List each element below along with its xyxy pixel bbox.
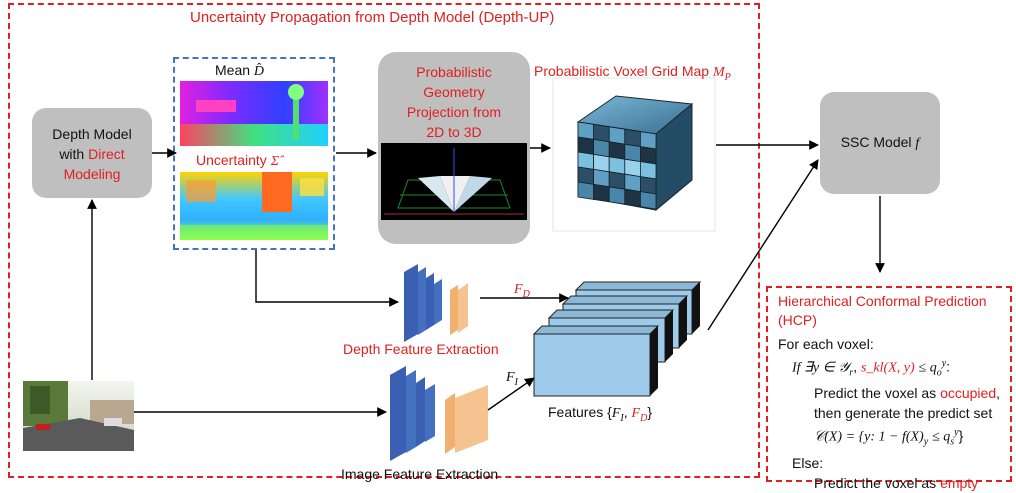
voxel-cell	[640, 131, 657, 150]
hcp-line-if: If ∃y ∈ 𝒴r, s_kl(X, y) ≤ qoy:	[792, 358, 951, 379]
feature-stack	[532, 281, 702, 397]
voxel-cell	[593, 183, 610, 203]
mean-depth-image	[180, 81, 328, 146]
depth-feature-label: Depth Feature Extraction	[343, 341, 499, 357]
voxel-cell	[608, 126, 626, 145]
voxel-cell	[608, 156, 626, 175]
depth-model-label: Depth Model with Direct Modeling	[52, 126, 132, 182]
fd-label: FD	[514, 282, 530, 300]
hcp-line-empty: Predict the voxel as empty	[814, 474, 979, 491]
voxel-cell	[593, 123, 610, 143]
voxel-cell	[624, 158, 641, 178]
voxel-cell	[608, 186, 626, 205]
voxel-cell	[608, 171, 626, 190]
voxel-cell	[640, 146, 657, 165]
hcp-line-then: then generate the predict set	[814, 405, 993, 422]
ssc-model-label: SSC Model f	[840, 134, 920, 151]
voxel-cell	[577, 181, 594, 200]
depth-feature-net	[404, 264, 468, 342]
voxel-map-label: Probabilistic Voxel Grid Map MP	[534, 63, 731, 83]
voxel-cell	[624, 188, 641, 208]
hcp-line-else: Else:	[792, 454, 824, 471]
voxel-cell	[577, 166, 594, 185]
hcp-line-for-each: For each voxel:	[778, 336, 874, 352]
voxel-cell	[624, 173, 641, 193]
voxel-cell	[608, 141, 626, 160]
hcp-line-set: 𝒞(X) = {y: 1 − f(X)y ≤ qsy}	[814, 427, 964, 448]
features-label: Features {FI, FD}	[548, 404, 652, 424]
voxel-cell	[640, 176, 657, 195]
voxel-cell	[577, 136, 594, 155]
fi-label: FI	[506, 370, 518, 388]
voxel-cell	[640, 191, 657, 210]
uncertainty-label: Uncertainty Σ̂	[196, 152, 280, 169]
image-feature-net	[390, 366, 488, 461]
projection-visual	[381, 143, 527, 220]
depth-up-frame	[8, 3, 760, 478]
voxel-cell	[593, 138, 610, 158]
uncertainty-image	[180, 172, 328, 240]
voxel-cell	[640, 161, 657, 180]
hcp-line-occupied: Predict the voxel as occupied,	[814, 385, 1000, 402]
projection-label: Probabilistic Geometry Projection from 2…	[406, 64, 502, 140]
image-feature-label: Image Feature Extraction	[341, 466, 499, 482]
voxel-cell	[593, 168, 610, 188]
street-photo	[23, 381, 134, 451]
ssc-model-box	[820, 92, 940, 194]
voxel-cell	[577, 151, 594, 170]
hcp-title: Hierarchical Conformal Prediction (HCP)	[778, 293, 987, 328]
voxel-cell	[577, 121, 594, 140]
mean-label: Mean D̂	[215, 62, 265, 79]
main-title: Uncertainty Propagation from Depth Model…	[190, 9, 555, 26]
voxel-cell	[624, 128, 641, 148]
hcp-frame	[766, 286, 1012, 482]
depth-model-box	[32, 108, 152, 198]
voxel-cell	[624, 143, 641, 163]
hcp-body: For each voxel: If ∃y ∈ 𝒴r, s_kl(X, y) ≤…	[778, 334, 1000, 493]
voxel-cell	[593, 153, 610, 173]
